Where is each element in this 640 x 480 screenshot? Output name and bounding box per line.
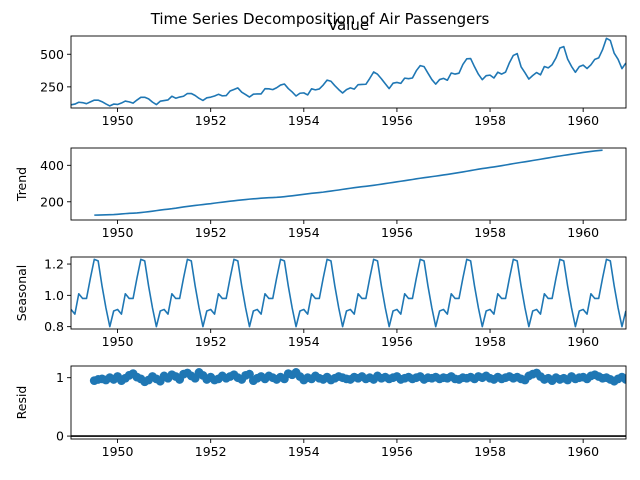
trend-ylabel: Trend <box>14 167 29 202</box>
seasonal-xtick-label: 1958 <box>474 334 506 349</box>
panel-seasonal: 1950 1952 1954 1956 1958 1960 0.8 1.0 1.2 Seasona… <box>14 256 627 349</box>
observed-xtick-label: 1960 <box>567 113 599 128</box>
trend-xtick-label: 1952 <box>195 225 227 240</box>
resid-xtick-label: 1958 <box>474 444 506 459</box>
resid-xtick-label: 1952 <box>195 444 227 459</box>
resid-xtick-label: 1954 <box>288 444 320 459</box>
resid-xtick-label: 1960 <box>567 444 599 459</box>
trend-frame <box>70 147 627 221</box>
seasonal-xtick-label: 1950 <box>102 334 134 349</box>
resid-xtick-label: 1956 <box>381 444 413 459</box>
seasonal-frame <box>70 256 627 330</box>
observed-xtick-label: 1956 <box>381 113 413 128</box>
resid-point <box>245 369 254 379</box>
seasonal-xtick-label: 1956 <box>381 334 413 349</box>
trend-ytick-label: 200 <box>40 194 64 209</box>
trend-xtick-label: 1958 <box>474 225 506 240</box>
resid-ylabel: Resid <box>14 386 29 420</box>
seasonal-ytick-label: 1.0 <box>44 288 64 303</box>
panel-trend: 1950 1952 1954 1956 1958 1960 200 400 Trend <box>14 147 627 240</box>
trend-xtick-label: 1954 <box>288 225 320 240</box>
trend-xtick-label: 1960 <box>567 225 599 240</box>
observed-plot <box>71 37 626 107</box>
resid-point <box>633 374 640 383</box>
observed-ytick-label: 250 <box>40 79 64 94</box>
seasonal-line <box>71 258 626 328</box>
seasonal-xtick-label: 1952 <box>195 334 227 349</box>
resid-frame <box>70 365 627 440</box>
resid-point <box>629 372 638 381</box>
chart-title: Time Series Decomposition of Air Passeng… <box>150 10 490 28</box>
resid-plot <box>71 368 640 437</box>
observed-xtick-label: 1958 <box>474 113 506 128</box>
observed-ytick-label: 500 <box>40 47 64 62</box>
observed-xtick-label: 1950 <box>102 113 134 128</box>
seasonal-plot <box>71 258 626 328</box>
seasonal-ytick-label: 0.8 <box>44 319 64 334</box>
seasonal-xtick-label: 1954 <box>288 334 320 349</box>
resid-ytick-label: 0 <box>56 429 64 444</box>
trend-ytick-label: 400 <box>40 158 64 173</box>
observed-frame <box>70 35 627 109</box>
observed-line <box>71 37 626 107</box>
seasonal-ytick-label: 1.2 <box>44 257 64 272</box>
trend-line <box>94 149 603 216</box>
trend-xtick-label: 1950 <box>102 225 134 240</box>
observed-xtick-label: 1952 <box>195 113 227 128</box>
panel-observed: 1950 1952 1954 1956 1958 1960 250 500 Value <box>40 16 627 128</box>
seasonal-ylabel: Seasonal <box>14 265 29 322</box>
resid-xtick-label: 1950 <box>102 444 134 459</box>
trend-xtick-label: 1956 <box>381 225 413 240</box>
resid-ytick-label: 1 <box>56 370 64 385</box>
seasonal-xtick-label: 1960 <box>567 334 599 349</box>
resid-point <box>625 373 626 378</box>
observed-title: Value <box>328 16 369 34</box>
resid-point <box>621 375 626 384</box>
panel-resid: 1950 1952 1954 1956 1958 1960 0 1 Resid <box>14 365 640 459</box>
observed-xtick-label: 1954 <box>288 113 320 128</box>
trend-plot <box>94 149 603 216</box>
